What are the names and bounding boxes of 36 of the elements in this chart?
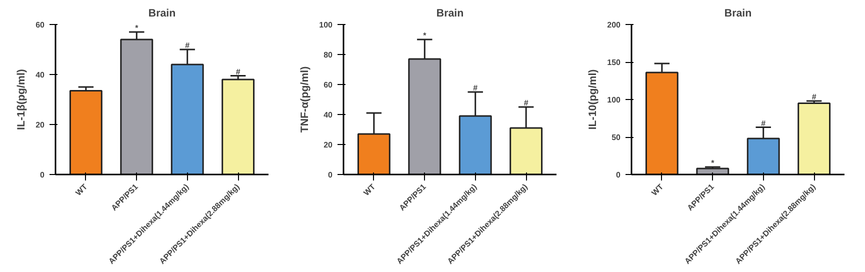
y-tick-label: 40: [324, 110, 334, 120]
y-tick-label: 0: [616, 170, 622, 180]
chart-title: Brain: [436, 8, 464, 20]
y-axis-title: IL-10(pg/ml): [587, 68, 600, 130]
x-tick-label: WT: [74, 182, 90, 198]
y-axis-title: TNF-α(pg/ml): [299, 66, 312, 133]
annotation: #: [473, 84, 478, 92]
y-tick-label: 100: [319, 20, 334, 30]
annotation: *: [135, 24, 140, 32]
y-tick-label: 200: [607, 20, 622, 30]
annotation: *: [711, 158, 716, 168]
bar: [798, 102, 831, 174]
annotation: #: [185, 41, 190, 50]
annotation: #: [236, 67, 241, 76]
chart-title: Brain: [148, 8, 176, 20]
annotation: *: [423, 31, 428, 40]
y-tick-label: 60: [324, 80, 334, 90]
y-tick-label: 20: [36, 120, 46, 130]
bar: [69, 90, 102, 174]
annotation: #: [524, 98, 529, 108]
y-axis-title: IL-1β(pg/ml): [16, 68, 28, 130]
y-tick-label: 40: [36, 70, 46, 80]
y-tick-label: 0: [40, 170, 46, 180]
y-tick-label: 60: [36, 20, 46, 30]
y-tick-label: 50: [612, 133, 622, 142]
y-tick-label: 20: [324, 140, 334, 150]
y-tick-label: 0: [328, 170, 334, 180]
x-tick-label: WT: [362, 182, 378, 198]
annotation: #: [812, 92, 817, 102]
x-tick-label: WT: [650, 182, 666, 198]
bar: [222, 78, 255, 174]
y-tick-label: 100: [607, 96, 622, 104]
y-tick-label: 150: [607, 58, 622, 67]
annotation: #: [761, 118, 766, 128]
chart-title: Brain: [724, 8, 752, 20]
y-tick-label: 80: [324, 50, 334, 60]
